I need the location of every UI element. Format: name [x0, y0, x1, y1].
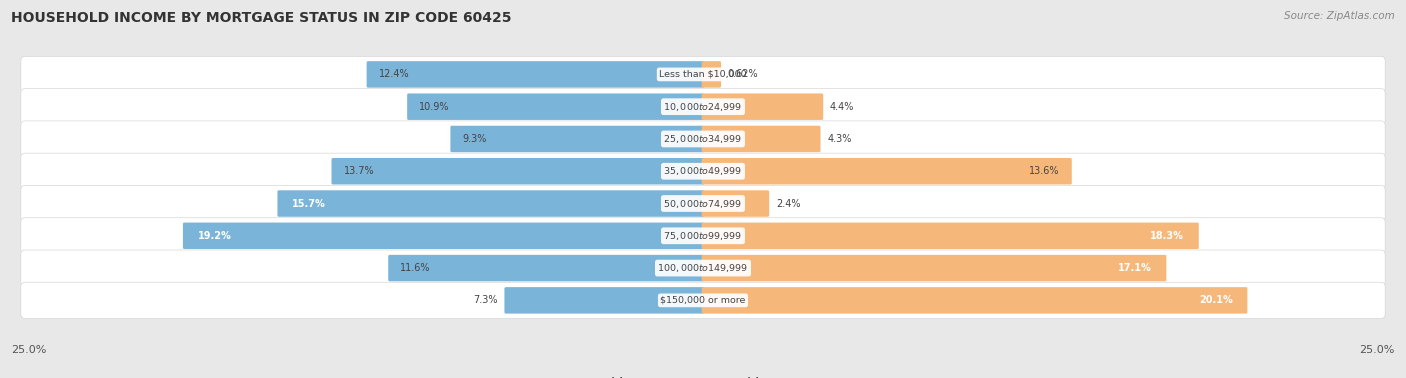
- FancyBboxPatch shape: [388, 255, 704, 281]
- FancyBboxPatch shape: [21, 186, 1385, 222]
- FancyBboxPatch shape: [21, 218, 1385, 253]
- Text: 18.3%: 18.3%: [1150, 231, 1184, 241]
- Text: 7.3%: 7.3%: [474, 295, 498, 305]
- Text: 12.4%: 12.4%: [378, 70, 409, 79]
- Text: Source: ZipAtlas.com: Source: ZipAtlas.com: [1284, 11, 1395, 21]
- Text: 4.3%: 4.3%: [827, 134, 852, 144]
- Text: 2.4%: 2.4%: [776, 198, 800, 209]
- Text: $150,000 or more: $150,000 or more: [661, 296, 745, 305]
- Text: 4.4%: 4.4%: [830, 102, 855, 112]
- Text: 11.6%: 11.6%: [401, 263, 430, 273]
- FancyBboxPatch shape: [21, 282, 1385, 318]
- Legend: Without Mortgage, With Mortgage: Without Mortgage, With Mortgage: [582, 377, 824, 378]
- FancyBboxPatch shape: [21, 56, 1385, 92]
- Text: $100,000 to $149,999: $100,000 to $149,999: [658, 262, 748, 274]
- FancyBboxPatch shape: [702, 190, 769, 217]
- Text: HOUSEHOLD INCOME BY MORTGAGE STATUS IN ZIP CODE 60425: HOUSEHOLD INCOME BY MORTGAGE STATUS IN Z…: [11, 11, 512, 25]
- FancyBboxPatch shape: [21, 153, 1385, 189]
- Text: 13.7%: 13.7%: [343, 166, 374, 176]
- FancyBboxPatch shape: [183, 223, 704, 249]
- FancyBboxPatch shape: [702, 223, 1199, 249]
- Text: $50,000 to $74,999: $50,000 to $74,999: [664, 198, 742, 209]
- Text: $35,000 to $49,999: $35,000 to $49,999: [664, 165, 742, 177]
- Text: 9.3%: 9.3%: [463, 134, 486, 144]
- FancyBboxPatch shape: [21, 153, 1385, 189]
- FancyBboxPatch shape: [21, 218, 1385, 254]
- FancyBboxPatch shape: [21, 250, 1385, 286]
- Text: 15.7%: 15.7%: [292, 198, 326, 209]
- FancyBboxPatch shape: [367, 61, 704, 88]
- Text: 25.0%: 25.0%: [11, 345, 46, 355]
- FancyBboxPatch shape: [21, 88, 1385, 125]
- Text: $25,000 to $34,999: $25,000 to $34,999: [664, 133, 742, 145]
- FancyBboxPatch shape: [277, 190, 704, 217]
- FancyBboxPatch shape: [332, 158, 704, 184]
- Text: 25.0%: 25.0%: [1360, 345, 1395, 355]
- FancyBboxPatch shape: [21, 250, 1385, 285]
- Text: 0.62%: 0.62%: [728, 70, 758, 79]
- Text: 19.2%: 19.2%: [198, 231, 232, 241]
- FancyBboxPatch shape: [21, 88, 1385, 124]
- Text: 20.1%: 20.1%: [1199, 295, 1233, 305]
- FancyBboxPatch shape: [702, 255, 1167, 281]
- FancyBboxPatch shape: [21, 186, 1385, 221]
- Text: Less than $10,000: Less than $10,000: [659, 70, 747, 79]
- FancyBboxPatch shape: [702, 287, 1247, 314]
- Text: 17.1%: 17.1%: [1118, 263, 1152, 273]
- FancyBboxPatch shape: [21, 56, 1385, 93]
- Text: $10,000 to $24,999: $10,000 to $24,999: [664, 101, 742, 113]
- FancyBboxPatch shape: [21, 121, 1385, 157]
- FancyBboxPatch shape: [702, 61, 721, 88]
- Text: 13.6%: 13.6%: [1029, 166, 1060, 176]
- FancyBboxPatch shape: [21, 121, 1385, 156]
- FancyBboxPatch shape: [702, 93, 824, 120]
- FancyBboxPatch shape: [702, 158, 1071, 184]
- Text: 10.9%: 10.9%: [419, 102, 450, 112]
- FancyBboxPatch shape: [702, 126, 821, 152]
- FancyBboxPatch shape: [450, 126, 704, 152]
- FancyBboxPatch shape: [408, 93, 704, 120]
- FancyBboxPatch shape: [21, 282, 1385, 318]
- FancyBboxPatch shape: [505, 287, 704, 314]
- Text: $75,000 to $99,999: $75,000 to $99,999: [664, 230, 742, 242]
